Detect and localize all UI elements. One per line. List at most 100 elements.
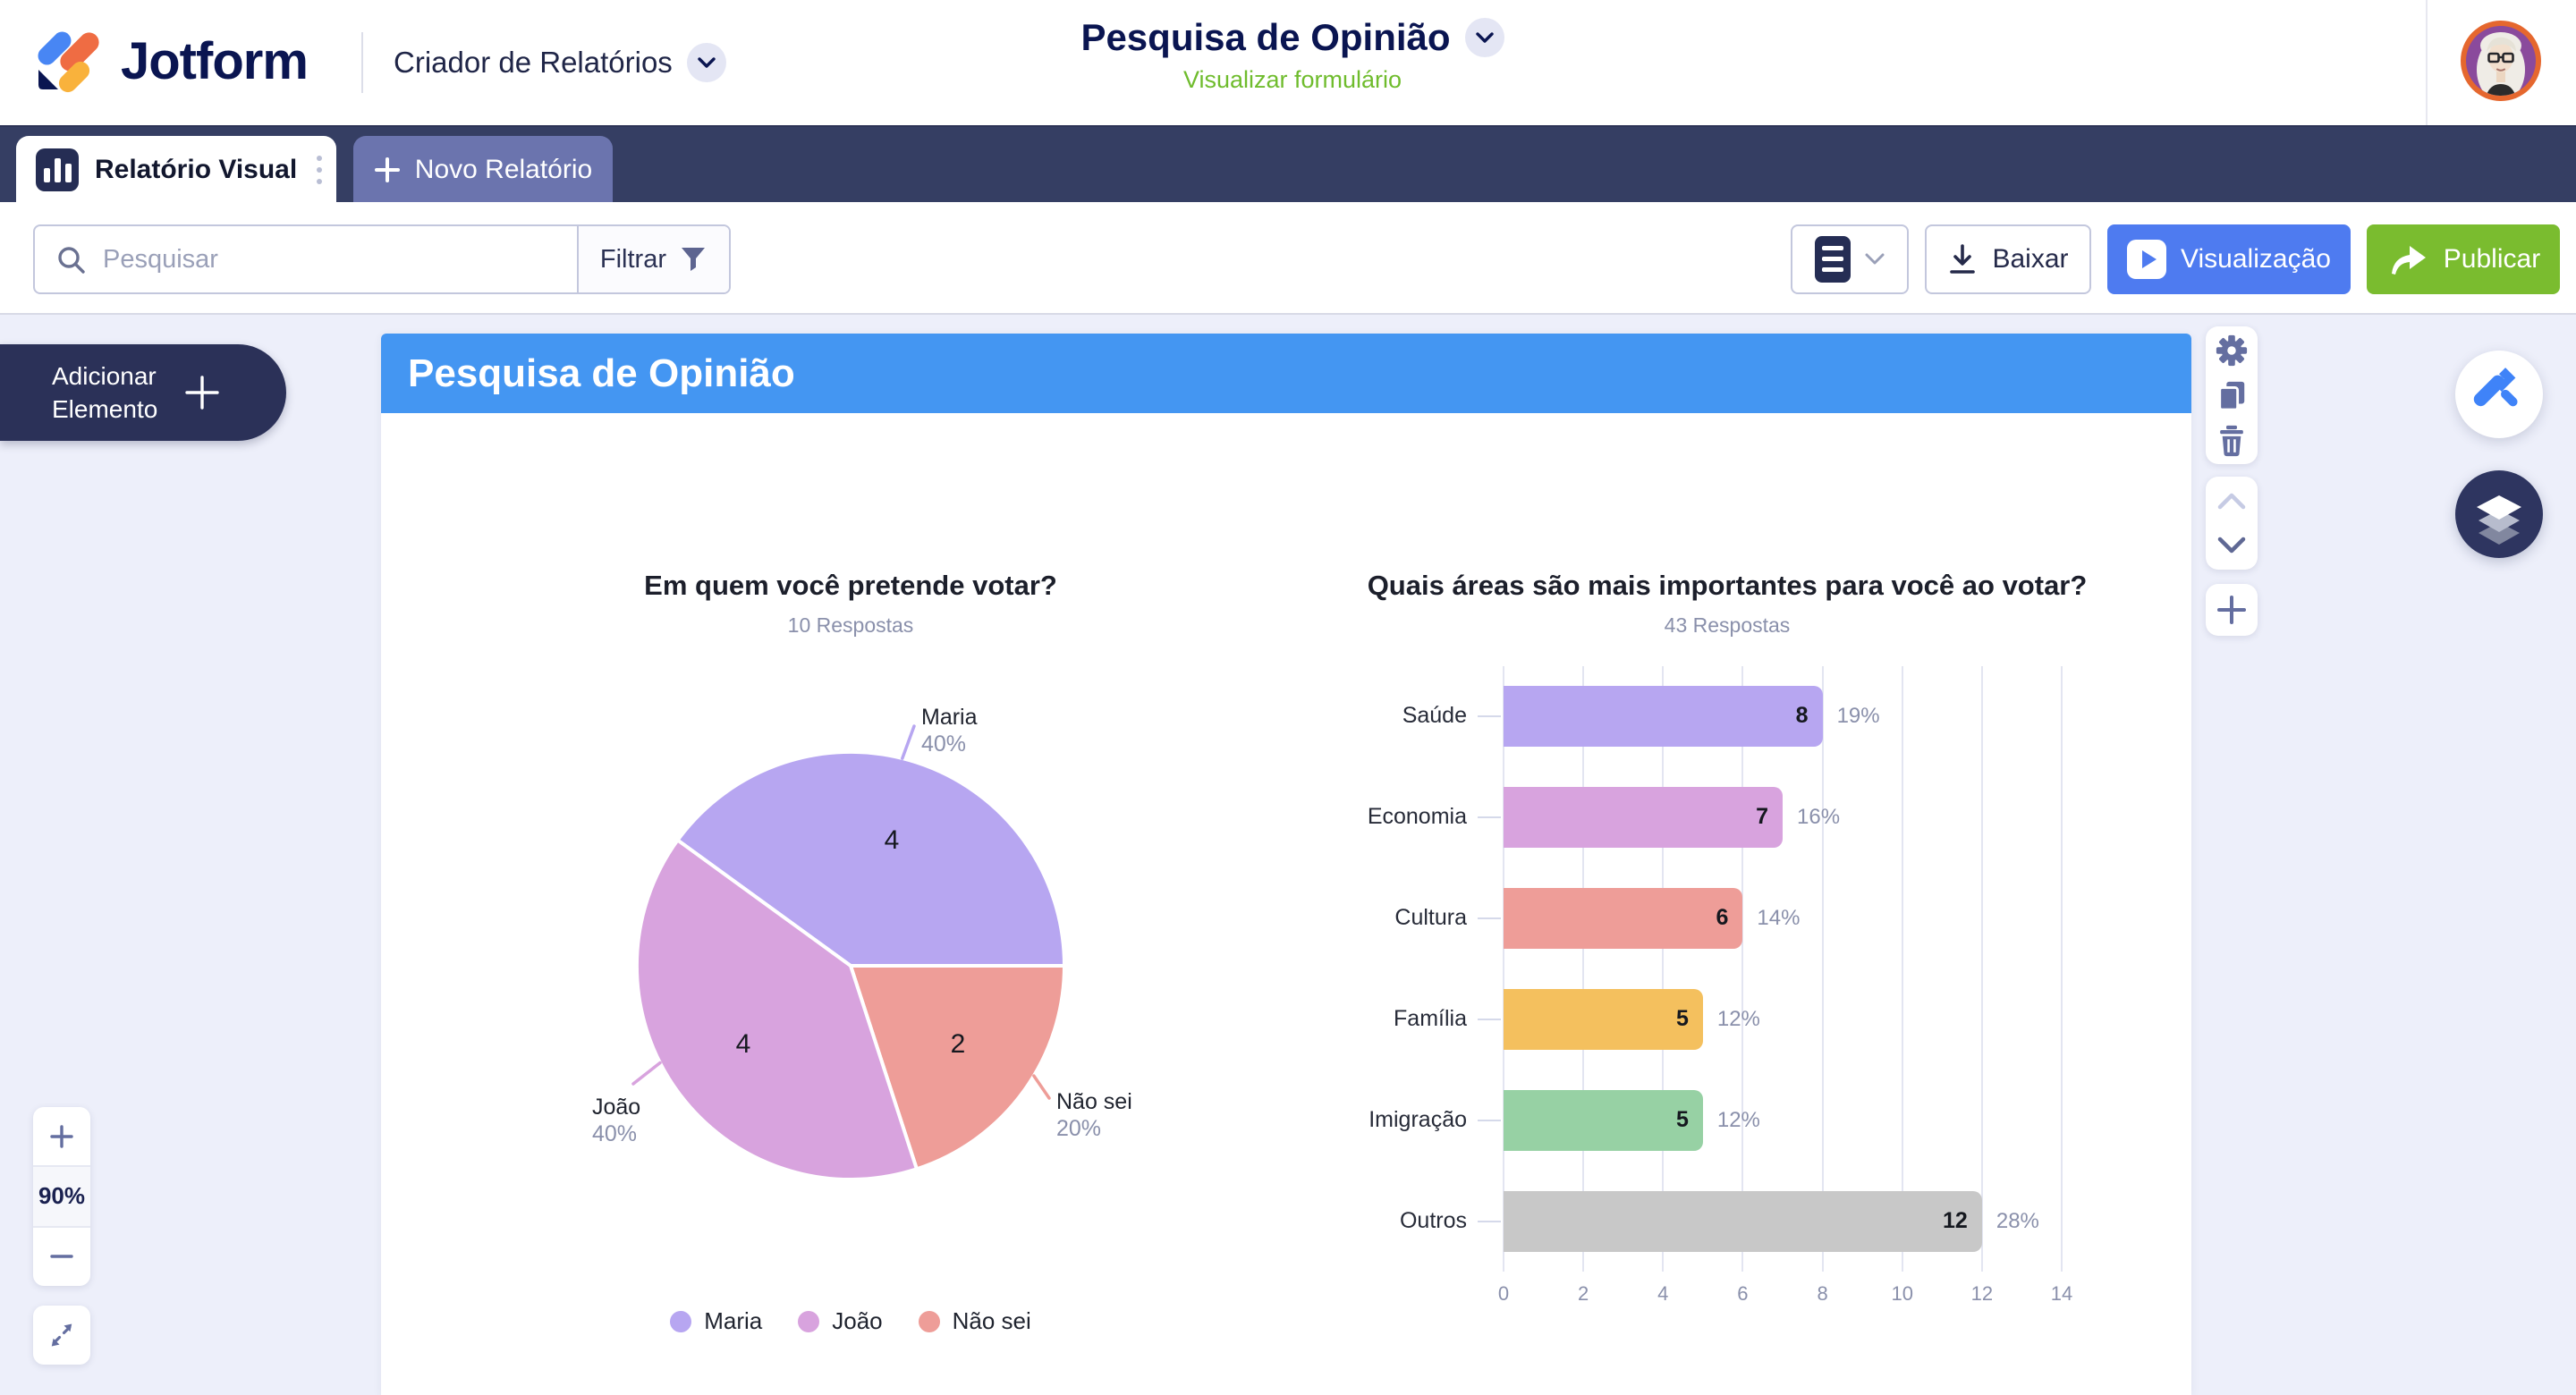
minus-icon	[50, 1255, 73, 1259]
product-chevron[interactable]	[686, 43, 726, 82]
bar-imigracao	[1504, 1089, 1703, 1151]
play-icon	[2127, 240, 2167, 279]
funnel-icon	[682, 248, 705, 271]
user-avatar-image	[2461, 21, 2541, 101]
chevron-down-icon	[1865, 253, 1885, 265]
add-element-button[interactable]: Adicionar Elemento	[0, 344, 286, 441]
layout-dropdown-button[interactable]	[1791, 224, 1909, 294]
chevron-down-icon	[1475, 32, 1494, 43]
zoom-out-button[interactable]	[33, 1228, 90, 1286]
pie-callout-percent: 40%	[592, 1121, 637, 1146]
gridline	[1582, 666, 1585, 1272]
new-report-button[interactable]: Novo Relatório	[353, 136, 613, 204]
legend-item-maria[interactable]: Maria	[670, 1307, 762, 1335]
move-down-button[interactable]	[2206, 524, 2258, 567]
product-switcher[interactable]: Criador de Relatórios	[394, 0, 726, 125]
pie-slice-joao	[634, 838, 919, 1182]
jotform-logo-icon	[38, 31, 99, 93]
legend-item-nao-sei[interactable]: Não sei	[918, 1307, 1031, 1335]
x-axis-tick-label: 14	[2050, 1282, 2073, 1305]
filter-label: Filtrar	[599, 244, 666, 274]
gridline	[1662, 666, 1665, 1272]
filter-button[interactable]: Filtrar	[576, 226, 729, 292]
form-title-chevron[interactable]	[1464, 18, 1504, 57]
publish-label: Publicar	[2443, 244, 2541, 274]
axis-tick-dash	[1478, 715, 1501, 718]
design-button[interactable]	[2455, 351, 2543, 438]
axis-tick-dash	[1478, 917, 1501, 920]
layers-button[interactable]	[2455, 470, 2543, 558]
reorder-panel	[2206, 477, 2258, 570]
bar-economia	[1504, 787, 1783, 849]
bar-chart[interactable]: 8 19% 7 16% 6 14% 5 12% 5 12% 12 28%	[1503, 666, 2063, 1272]
move-up-button[interactable]	[2206, 479, 2258, 522]
axis-tick-dash	[1478, 1018, 1501, 1020]
pie-slice-maria	[675, 749, 1066, 968]
pie-callout-line	[631, 1061, 662, 1086]
zoom-in-button[interactable]	[33, 1107, 90, 1165]
download-button[interactable]: Baixar	[1925, 224, 2091, 294]
bar-chart-title: Quais áreas são mais importantes para vo…	[1367, 570, 2088, 601]
legend-swatch	[670, 1310, 692, 1332]
tab-label: Relatório Visual	[95, 155, 298, 184]
bar-category-label: Outros	[1399, 1207, 1467, 1233]
share-arrow-icon	[2391, 246, 2426, 275]
duplicate-button[interactable]	[2206, 374, 2258, 417]
bar-category-label: Economia	[1367, 804, 1467, 830]
paint-roller-icon	[2473, 368, 2518, 407]
bar-outros	[1504, 1190, 1982, 1252]
bar-chart-subtitle: 43 Respostas	[1664, 613, 1791, 637]
plus-icon	[185, 376, 219, 410]
add-panel	[2206, 584, 2258, 636]
pie-chart-title: Em quem você pretende votar?	[644, 570, 1057, 601]
search-control: Filtrar	[33, 224, 731, 294]
tab-options-kebab-icon[interactable]	[317, 156, 322, 184]
zoom-level[interactable]: 90%	[33, 1165, 90, 1228]
report-header-band[interactable]: Pesquisa de Opinião	[381, 334, 2191, 413]
legend-label: João	[832, 1307, 883, 1334]
plus-icon	[50, 1124, 73, 1148]
form-title[interactable]: Pesquisa de Opinião	[1080, 16, 1451, 58]
fullscreen-button[interactable]	[33, 1306, 90, 1365]
pie-value-label: 4	[736, 1029, 751, 1059]
axis-tick-dash	[1478, 1119, 1501, 1121]
search-input[interactable]	[101, 243, 577, 275]
delete-button[interactable]	[2206, 419, 2258, 462]
element-actions-panel	[2206, 326, 2258, 464]
bar-category-label: Família	[1394, 1005, 1467, 1031]
bar-saude	[1504, 686, 1823, 748]
gridline	[1821, 666, 1824, 1272]
x-axis-tick-label: 8	[1817, 1282, 1828, 1305]
toolbar: Filtrar Baixar Visualização Publicar	[0, 202, 2576, 315]
bar-percent-label: 12%	[1716, 1107, 1760, 1132]
bar-chart-icon	[36, 148, 79, 191]
pie-callout-percent: 20%	[1056, 1116, 1101, 1141]
preview-button[interactable]: Visualização	[2107, 224, 2351, 294]
bar-percent-label: 14%	[1757, 906, 1801, 931]
legend-item-joao[interactable]: João	[798, 1307, 883, 1335]
layers-icon	[2477, 495, 2521, 545]
report-title: Pesquisa de Opinião	[408, 351, 795, 395]
axis-tick-dash	[1478, 816, 1501, 819]
x-axis-tick-label: 10	[1891, 1282, 1913, 1305]
pie-chart-legend: Maria João Não sei	[403, 1307, 1298, 1335]
jotform-logo[interactable]: Jotform	[33, 25, 309, 97]
view-form-link[interactable]: Visualizar formulário	[1182, 66, 1402, 93]
add-page-button[interactable]	[2206, 588, 2258, 631]
x-axis-tick-label: 12	[1970, 1282, 1994, 1305]
gridline	[1980, 666, 1983, 1272]
x-axis-tick-label: 4	[1657, 1282, 1669, 1305]
settings-button[interactable]	[2206, 329, 2258, 372]
chevron-down-icon	[2217, 537, 2246, 554]
pie-callout-percent: 40%	[921, 731, 966, 757]
plus-icon	[2217, 596, 2246, 624]
legend-label: Não sei	[952, 1307, 1031, 1334]
header-divider	[361, 32, 363, 93]
tab-visual-report[interactable]: Relatório Visual	[16, 136, 336, 204]
avatar[interactable]	[2460, 20, 2542, 106]
tab-strip: Relatório Visual Novo Relatório	[0, 125, 2576, 204]
publish-button[interactable]: Publicar	[2367, 224, 2560, 294]
x-axis-tick-label: 0	[1497, 1282, 1510, 1305]
